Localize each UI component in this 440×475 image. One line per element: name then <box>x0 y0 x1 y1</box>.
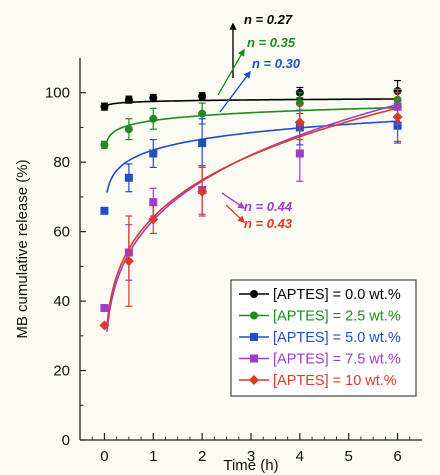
fit-n-label-0: n = 0.27 <box>244 12 293 27</box>
legend-marker-2 <box>250 333 258 341</box>
fit-curve-2 <box>106 120 401 193</box>
legend-marker-4 <box>249 375 259 385</box>
data-point-series-1 <box>124 125 133 134</box>
legend-marker-1 <box>250 311 258 320</box>
data-point-series-2 <box>100 206 109 215</box>
fit-curve-4 <box>106 106 401 326</box>
y-tick-label: 40 <box>53 293 70 310</box>
legend-marker-0 <box>250 290 258 298</box>
annotation-arrowhead-1 <box>217 48 245 96</box>
x-tick-label: 2 <box>198 448 206 465</box>
legend-label-1: [APTES] = 2.5 wt.% <box>273 309 401 325</box>
data-point-series-4 <box>197 186 208 197</box>
y-tick-label: 80 <box>53 154 70 171</box>
x-tick-label: 5 <box>345 448 353 465</box>
y-tick-label: 20 <box>53 363 70 380</box>
data-point-series-0 <box>149 93 158 102</box>
legend: [APTES] = 0.0 wt.% [APTES] = 2.5 wt.% [APT… <box>230 279 417 397</box>
data-point-series-2 <box>124 173 133 182</box>
data-point-series-3 <box>295 149 304 158</box>
data-point-series-4 <box>123 256 134 267</box>
x-tick-label: 3 <box>247 448 255 465</box>
data-point-series-2 <box>149 149 158 158</box>
data-point-series-4 <box>148 214 159 225</box>
data-point-series-1 <box>198 109 207 118</box>
legend-box <box>230 279 417 397</box>
x-tick-label: 6 <box>393 448 401 465</box>
legend-label-2: [APTES] = 5.0 wt.% <box>273 330 401 346</box>
data-point-series-4 <box>392 112 403 123</box>
legend-label-0: [APTES] = 0.0 wt.% <box>273 287 401 303</box>
fit-annotations: n = 0.27 n = 0.35 n = 0.30 n = 0.44 n = 0.43 <box>217 12 301 231</box>
legend-label-3: [APTES] = 7.5 wt.% <box>273 352 401 368</box>
legend-label-4: [APTES] = 10 wt.% <box>273 373 397 389</box>
fit-n-label-3: n = 0.44 <box>244 199 293 214</box>
data-point-series-1 <box>100 140 109 149</box>
data-point-series-2 <box>198 139 207 148</box>
x-tick-label: 0 <box>100 448 108 465</box>
data-point-series-0 <box>198 92 207 101</box>
fit-n-label-1: n = 0.35 <box>247 35 296 50</box>
fit-n-label-2: n = 0.30 <box>252 56 301 71</box>
axes: 0 20 40 60 80 100 0 1 2 3 4 5 6 Time (h) MB cumulative… <box>14 58 422 474</box>
annotation-arrowhead-3 <box>221 192 246 209</box>
y-tick-label: 0 <box>62 432 70 449</box>
legend-marker-3 <box>250 354 258 363</box>
data-point-series-3 <box>100 304 109 313</box>
annotation-arrowhead-2 <box>219 70 251 113</box>
y-axis-title: MB cumulative release (%) <box>14 159 31 338</box>
x-tick-label: 4 <box>296 448 304 465</box>
x-tick-label: 1 <box>149 448 157 465</box>
plot-area <box>99 79 403 332</box>
fit-n-label-4: n = 0.43 <box>244 216 293 231</box>
data-point-series-1 <box>149 114 158 123</box>
data-point-series-3 <box>149 198 158 207</box>
data-point-series-4 <box>294 117 305 128</box>
data-point-series-0 <box>124 95 133 104</box>
data-point-series-4 <box>99 320 110 331</box>
x-axis-title: Time (h) <box>223 457 278 474</box>
data-point-series-0 <box>100 102 109 111</box>
y-tick-label: 60 <box>53 224 70 241</box>
y-tick-label: 100 <box>45 85 70 102</box>
annotation-arrowhead-4 <box>225 204 246 223</box>
